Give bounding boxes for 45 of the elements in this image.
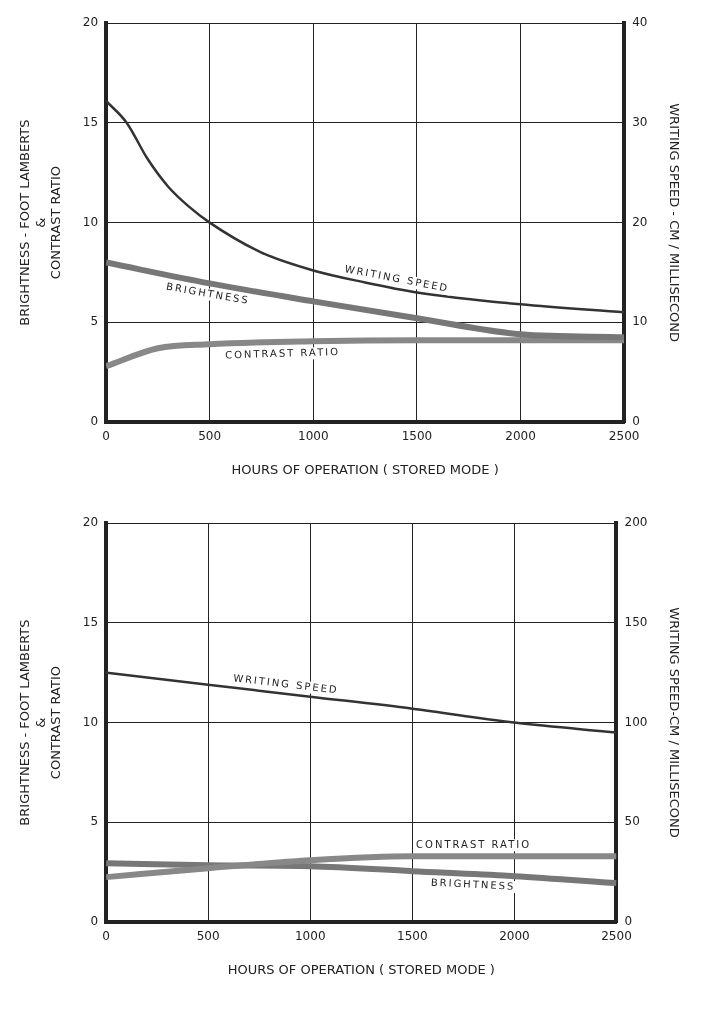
y2-tick-label: 10 [632,314,648,329]
y2-tick-label: 150 [624,615,648,630]
line-series [106,99,625,314]
x-tick-label: 1000 [298,429,329,444]
x-tick-label: 1000 [294,929,326,944]
x-tick-label: 500 [198,429,222,444]
series-label: CONTRAST RATIO [416,838,532,850]
series-label: CONTRAST RATIO [224,346,341,361]
y2-tick-label: 100 [624,714,648,729]
y2-tick-label: 20 [632,214,648,229]
x-axis-title: HOURS OF OPERATION ( STORED MODE ) [227,961,495,977]
x-tick-label: 2000 [505,429,536,444]
text: WRITING SPEED [343,263,451,294]
x-tick-label: 2500 [608,429,640,444]
line-series [106,671,617,734]
x-tick-label: 1500 [401,429,433,444]
y2-tick-label: 0 [624,914,633,929]
y-axis-title: BRIGHTNESS - FOOT LAMBERTS & CONTRAST RATIO [17,119,64,326]
y-tick-label: 10 [82,714,99,729]
y2-axis-title: WRITING SPEED-CM / MILLISECOND [666,607,682,838]
x-axis-title: HOURS OF OPERATION ( STORED MODE ) [231,461,499,477]
y-tick-label: 5 [90,814,99,829]
y2-tick-label: 0 [632,414,640,429]
y-tick-label: 20 [82,515,99,530]
y2-tick-label: 50 [624,814,640,829]
y-tick-label: 20 [82,15,99,30]
y2-axis-title: WRITING SPEED - CM / MILLISECOND [666,103,682,342]
y-tick-label: 0 [90,414,99,429]
y2-tick-label: 40 [632,15,648,30]
x-tick-label: 1500 [397,929,428,944]
x-tick-label: 0 [102,429,110,444]
y2-tick-label: 30 [632,115,648,130]
series-label: BRIGHTNESS [430,876,516,892]
x-tick-label: 2000 [499,929,530,944]
text: WRITING SPEED [232,672,340,696]
y-axis-title: BRIGHTNESS - FOOT LAMBERTS & CONTRAST RATIO [17,619,64,826]
x-tick-label: 2500 [601,929,632,944]
y-tick-label: 15 [82,115,99,130]
y-tick-label: 15 [82,615,99,630]
y-tick-label: 5 [90,314,99,329]
y-tick-label: 0 [90,914,99,929]
x-tick-label: 500 [196,929,220,944]
y-tick-label: 10 [82,214,99,229]
x-tick-label: 0 [102,929,110,944]
y2-tick-label: 200 [624,515,648,530]
